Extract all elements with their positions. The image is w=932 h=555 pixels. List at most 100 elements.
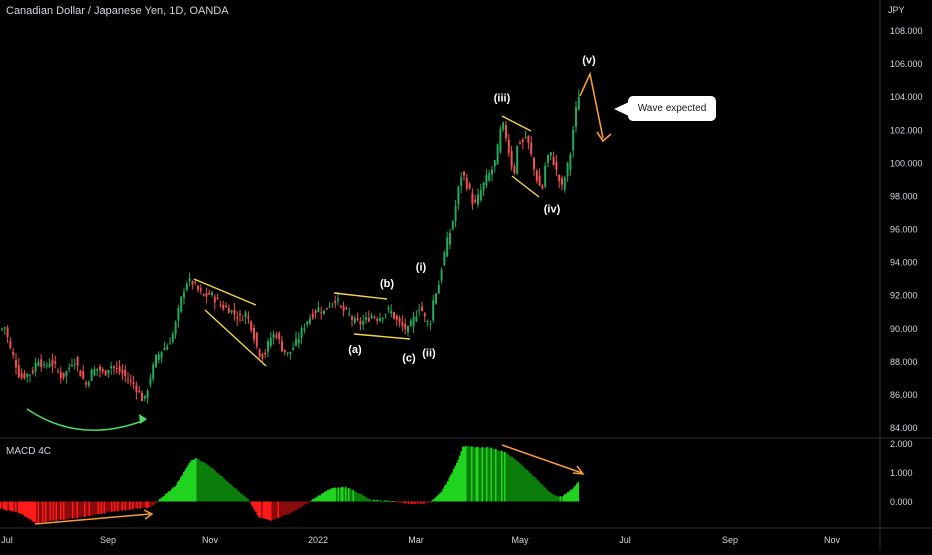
macd-bar — [390, 501, 392, 503]
candle — [219, 300, 222, 308]
candle-body — [499, 128, 502, 152]
macd-bar — [454, 465, 457, 502]
candle-body — [230, 310, 233, 313]
candle-body — [535, 170, 538, 182]
macd-bar — [247, 499, 250, 502]
macd-bar — [45, 501, 47, 523]
candle — [577, 89, 580, 110]
candle-body — [278, 332, 281, 339]
macd-bar — [159, 499, 161, 502]
macd-bar — [130, 501, 133, 510]
macd-bar — [108, 501, 110, 512]
candle-body — [29, 374, 31, 376]
macd-bar — [132, 501, 134, 510]
macd-bar — [267, 501, 269, 520]
candle — [491, 166, 493, 182]
candle-body — [185, 283, 188, 291]
macd-bar — [306, 501, 308, 504]
macd-bar — [103, 501, 106, 514]
macd-bar — [396, 501, 398, 503]
candle — [250, 320, 253, 333]
macd-bar — [504, 451, 506, 502]
candle — [507, 134, 510, 157]
macd-bar — [262, 501, 265, 519]
candle-body — [115, 367, 118, 369]
macd-bar — [304, 501, 307, 505]
macd-bar — [168, 491, 170, 502]
candle-body — [82, 371, 85, 379]
macd-bar — [301, 501, 304, 507]
macd-bar — [181, 475, 184, 502]
candle — [502, 121, 505, 132]
macd-bar — [112, 501, 115, 512]
candle-body — [409, 320, 412, 327]
candle — [465, 173, 468, 192]
macd-bar — [570, 489, 572, 502]
macd-bar — [228, 482, 230, 502]
candle-body — [258, 349, 261, 357]
candle — [516, 145, 519, 176]
wave-label: (ii) — [422, 347, 436, 359]
macd-bar — [171, 488, 173, 502]
candle-body — [171, 333, 174, 343]
candle — [563, 175, 566, 193]
candle-body — [48, 363, 51, 367]
candle — [68, 363, 71, 373]
candle-body — [6, 327, 9, 338]
macd-bar — [348, 487, 350, 502]
candle-body — [12, 351, 15, 356]
macd-bar — [400, 501, 403, 503]
macd-bar — [556, 495, 559, 502]
macd-histogram — [0, 446, 580, 524]
macd-bar — [565, 494, 568, 502]
candle — [87, 380, 90, 388]
macd-bar — [564, 494, 566, 502]
candle — [62, 372, 65, 381]
candle — [519, 139, 521, 145]
time-tick-label: Jul — [1, 535, 13, 545]
macd-bar — [184, 469, 187, 502]
time-tick-label: Jul — [619, 535, 631, 545]
candle-body — [269, 337, 272, 347]
candle — [57, 368, 59, 374]
macd-bar — [204, 462, 206, 502]
macd-bar — [538, 481, 541, 502]
macd-bar — [90, 501, 92, 516]
macd-bar — [366, 497, 368, 502]
macd-bar — [283, 501, 286, 516]
candle — [275, 332, 278, 340]
macd-bar — [321, 493, 323, 502]
candle — [71, 358, 73, 368]
macd-bar — [420, 501, 422, 504]
macd-bar — [361, 494, 364, 502]
candle — [247, 311, 250, 324]
candle-body — [334, 300, 337, 304]
candle — [127, 372, 129, 385]
candle — [300, 325, 303, 344]
wave-label: (iii) — [494, 93, 511, 105]
macd-bar — [28, 501, 31, 520]
macd-bar — [76, 501, 79, 519]
candle — [418, 303, 421, 317]
candle-body — [241, 319, 244, 321]
candle — [264, 349, 267, 359]
macd-bar — [289, 501, 292, 514]
candle — [513, 163, 516, 176]
candle — [404, 318, 407, 335]
macd-bar — [54, 501, 56, 521]
macd-bar — [441, 491, 443, 502]
candle — [146, 388, 149, 404]
macd-bar — [568, 491, 571, 502]
candle-body — [101, 369, 104, 372]
candle-body — [93, 368, 96, 376]
candle — [286, 352, 289, 357]
candle-body — [107, 369, 110, 374]
candle-body — [524, 137, 527, 139]
wave-label: (a) — [348, 344, 362, 356]
candle-body — [261, 354, 264, 359]
candle-body — [23, 373, 26, 379]
candle-body — [113, 366, 115, 368]
macd-bar — [439, 493, 442, 502]
macd-bar — [189, 462, 191, 502]
candle-body — [1, 328, 3, 330]
